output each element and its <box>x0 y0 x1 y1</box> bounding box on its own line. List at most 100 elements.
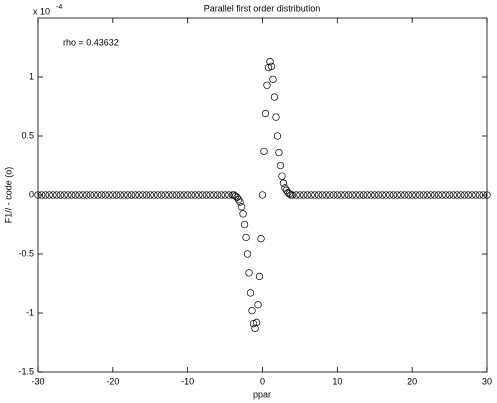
data-point <box>322 191 330 199</box>
data-point <box>401 191 409 199</box>
data-point <box>257 235 265 243</box>
data-point <box>288 191 297 199</box>
x-tick-label: 20 <box>407 376 417 386</box>
data-point <box>464 191 472 199</box>
data-point <box>245 269 253 277</box>
data-point <box>172 191 181 199</box>
data-point <box>475 191 484 199</box>
data-point <box>112 191 121 199</box>
data-point <box>472 191 480 199</box>
data-point <box>109 191 117 199</box>
data-point <box>180 191 188 199</box>
data-point <box>105 191 113 199</box>
data-point <box>430 191 439 199</box>
data-point <box>124 191 132 199</box>
y-tick-label: -0.5 <box>18 248 34 258</box>
chart-title: Parallel first order distribution <box>204 3 321 13</box>
data-point <box>270 93 279 101</box>
data-point <box>68 191 76 199</box>
data-point <box>307 191 315 199</box>
data-point <box>404 191 413 199</box>
data-point <box>251 324 259 332</box>
x-tick-label: -30 <box>31 376 44 386</box>
data-point <box>273 132 282 140</box>
data-point <box>243 250 252 258</box>
data-point <box>86 191 95 199</box>
y-tick-label: 0 <box>29 189 34 199</box>
y-tick-label: 0.5 <box>21 130 34 140</box>
data-point <box>261 109 270 118</box>
data-point <box>296 191 304 199</box>
data-point <box>341 191 349 199</box>
x-tick-label: -10 <box>181 376 194 386</box>
data-point <box>53 191 61 199</box>
data-point <box>236 198 244 206</box>
data-point <box>242 233 250 242</box>
data-point <box>397 191 405 199</box>
data-point <box>438 191 446 199</box>
data-point <box>237 203 246 211</box>
data-point <box>292 191 300 199</box>
data-point <box>184 191 192 199</box>
data-point <box>176 191 184 199</box>
data-point <box>275 148 283 157</box>
data-point <box>202 191 211 199</box>
data-point <box>127 191 136 199</box>
data-point <box>255 272 264 281</box>
data-point <box>56 191 65 199</box>
data-point <box>49 191 57 199</box>
data-point <box>326 191 334 199</box>
data-point <box>453 191 461 199</box>
data-point <box>468 191 476 199</box>
data-point <box>187 191 196 199</box>
data-point <box>276 161 285 170</box>
data-point <box>416 191 424 199</box>
data-point <box>278 172 286 180</box>
data-point <box>169 191 177 199</box>
data-point <box>234 196 243 204</box>
data-point <box>221 191 229 199</box>
data-point <box>363 191 371 199</box>
data-point <box>157 191 166 199</box>
x-tick-label: 10 <box>332 376 342 386</box>
data-point <box>427 191 435 199</box>
data-point <box>161 191 169 199</box>
data-point <box>303 191 312 199</box>
data-point <box>386 191 394 199</box>
data-point <box>116 191 124 199</box>
data-point <box>356 191 364 199</box>
x-tick-label: 0 <box>260 376 265 386</box>
data-point <box>318 191 327 199</box>
data-point <box>359 191 368 199</box>
data-point <box>41 191 50 199</box>
data-point <box>131 191 139 199</box>
data-point <box>337 191 345 199</box>
data-point <box>101 191 109 199</box>
data-point <box>206 191 214 199</box>
data-point <box>445 191 454 199</box>
data-point <box>460 191 469 199</box>
data-point <box>191 191 199 199</box>
annotation: rho = 0.43632 <box>63 37 119 47</box>
data-point <box>371 191 379 199</box>
data-point <box>90 191 98 199</box>
data-point <box>419 191 428 199</box>
y-tick-label: 1 <box>29 71 34 81</box>
data-point <box>329 191 338 199</box>
data-point <box>479 191 487 199</box>
data-point <box>258 191 267 199</box>
data-point <box>82 191 91 199</box>
data-point <box>97 191 106 199</box>
data-point <box>412 191 420 199</box>
data-point <box>252 318 261 327</box>
data-point <box>94 191 102 199</box>
data-point <box>449 191 457 199</box>
data-point <box>254 301 262 309</box>
data-point <box>240 220 249 229</box>
data-point <box>378 191 386 199</box>
data-point <box>79 191 87 199</box>
data-point <box>348 191 356 199</box>
data-point <box>264 63 273 72</box>
